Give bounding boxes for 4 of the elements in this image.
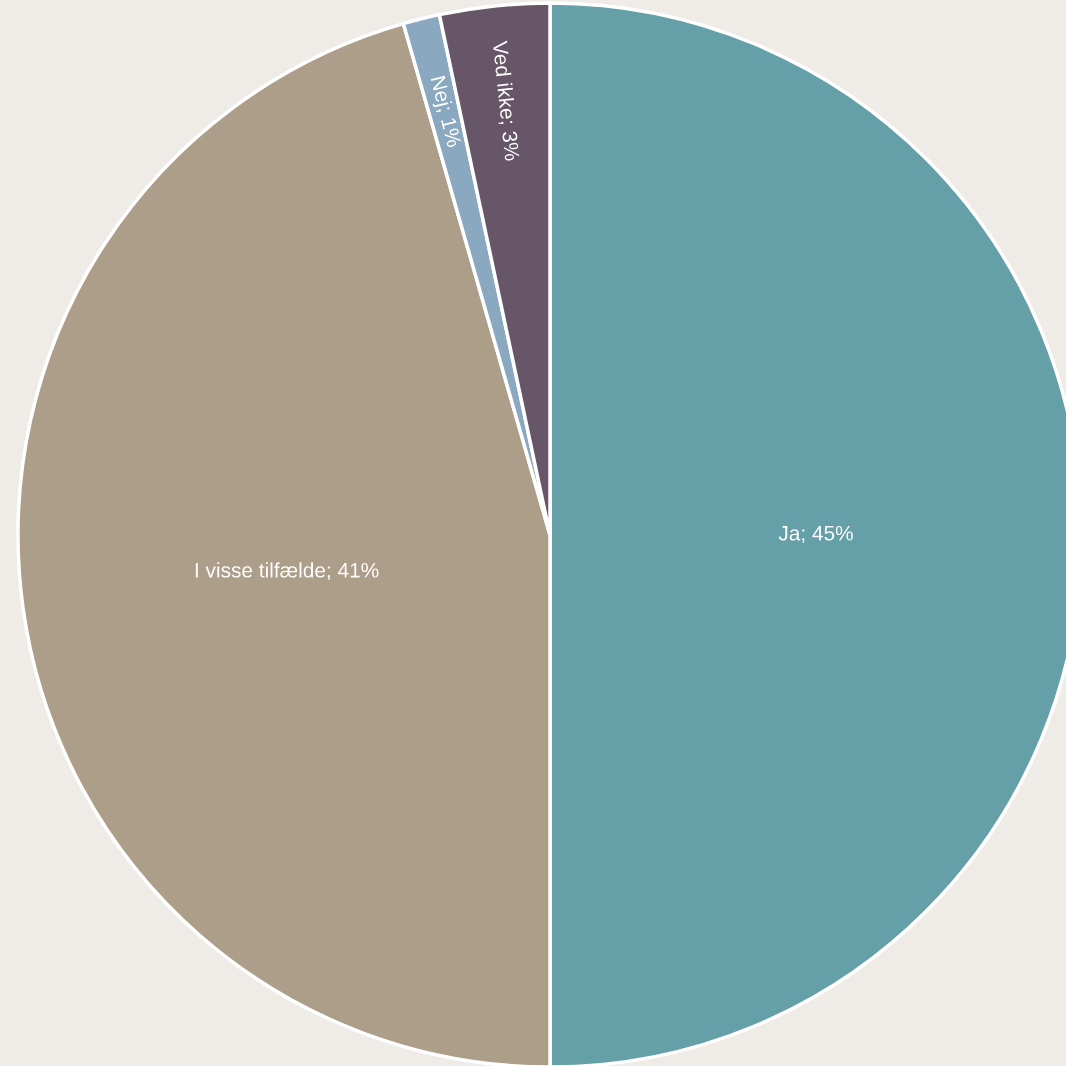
slice-label: I visse tilfælde; 41% bbox=[195, 562, 379, 581]
slice-label: Nej; 1% bbox=[426, 75, 463, 149]
slice-label: Ja; 45% bbox=[778, 525, 853, 544]
slice-label: Ved ikke; 3% bbox=[490, 40, 521, 162]
